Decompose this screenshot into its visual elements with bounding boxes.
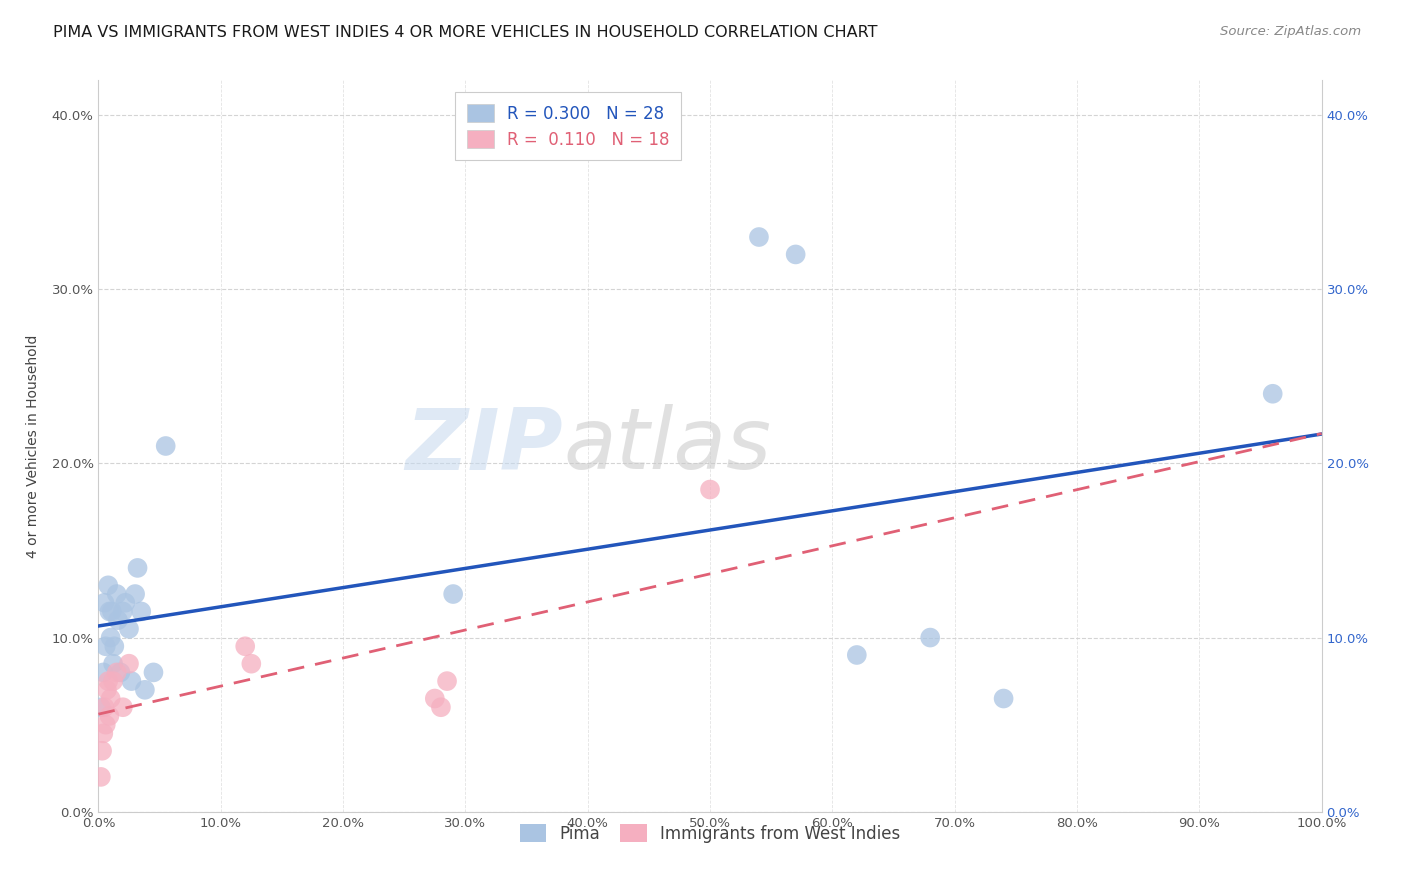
Point <box>94 640 117 654</box>
Point <box>96 682 118 697</box>
Point <box>118 657 141 671</box>
Point <box>101 604 124 618</box>
Point <box>94 717 117 731</box>
Point <box>105 665 128 680</box>
Y-axis label: 4 or more Vehicles in Household: 4 or more Vehicles in Household <box>27 334 41 558</box>
Legend: Pima, Immigrants from West Indies: Pima, Immigrants from West Indies <box>512 815 908 851</box>
Text: Source: ZipAtlas.com: Source: ZipAtlas.com <box>1220 25 1361 38</box>
Point <box>155 439 177 453</box>
Point <box>748 230 770 244</box>
Point <box>91 665 114 680</box>
Point <box>97 578 120 592</box>
Point <box>100 691 122 706</box>
Point <box>101 657 124 671</box>
Point <box>134 682 156 697</box>
Point <box>97 674 120 689</box>
Point <box>699 483 721 497</box>
Point <box>111 604 134 618</box>
Point <box>120 674 142 689</box>
Point <box>118 622 141 636</box>
Text: PIMA VS IMMIGRANTS FROM WEST INDIES 4 OR MORE VEHICLES IN HOUSEHOLD CORRELATION : PIMA VS IMMIGRANTS FROM WEST INDIES 4 OR… <box>53 25 877 40</box>
Point <box>90 700 112 714</box>
Point <box>423 691 446 706</box>
Text: ZIP: ZIP <box>405 404 564 488</box>
Point <box>920 631 942 645</box>
Text: atlas: atlas <box>564 404 772 488</box>
Point <box>233 640 256 654</box>
Point <box>93 700 115 714</box>
Point <box>107 613 129 627</box>
Point <box>110 665 132 680</box>
Point <box>91 744 114 758</box>
Point <box>240 657 263 671</box>
Point <box>98 604 121 618</box>
Point <box>441 587 464 601</box>
Point <box>114 596 136 610</box>
Point <box>436 674 458 689</box>
Point <box>142 665 165 680</box>
Point <box>105 587 128 601</box>
Point <box>785 247 807 261</box>
Point <box>1261 386 1284 401</box>
Point <box>129 604 152 618</box>
Point <box>91 726 114 740</box>
Point <box>90 770 112 784</box>
Point <box>124 587 146 601</box>
Point <box>127 561 149 575</box>
Point <box>430 700 453 714</box>
Point <box>993 691 1015 706</box>
Point <box>103 640 125 654</box>
Point <box>111 700 134 714</box>
Point <box>98 709 121 723</box>
Point <box>100 631 122 645</box>
Point <box>93 596 115 610</box>
Point <box>101 674 124 689</box>
Point <box>845 648 868 662</box>
